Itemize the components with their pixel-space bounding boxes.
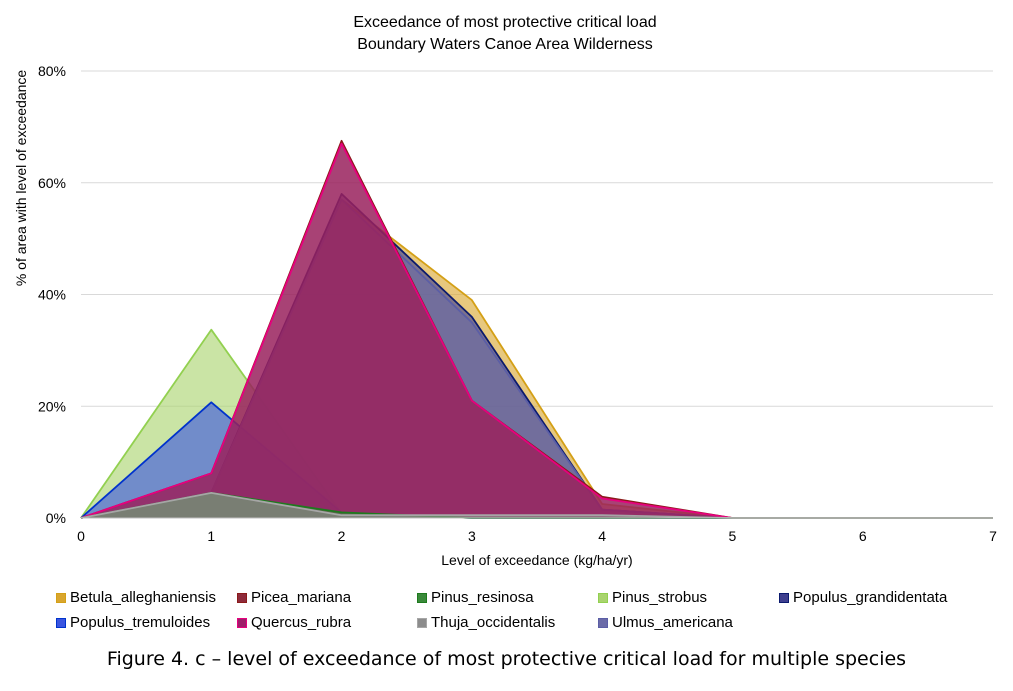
legend-label: Pinus_resinosa: [431, 589, 534, 606]
x-tick-label: 4: [598, 528, 606, 544]
legend-label: Betula_alleghaniensis: [70, 589, 216, 606]
legend-item-Populus_tremuloides: Populus_tremuloides: [56, 614, 210, 631]
legend-swatch: [237, 617, 247, 628]
legend-swatch: [417, 592, 427, 603]
y-tick-label: 60%: [38, 175, 66, 191]
x-tick-label: 0: [77, 528, 85, 544]
chart-title: Exceedance of most protective critical l…: [353, 14, 656, 31]
legend-swatch: [598, 617, 608, 628]
legend-label: Picea_mariana: [251, 589, 352, 606]
y-tick-label: 20%: [38, 398, 66, 414]
legend-label: Populus_tremuloides: [70, 614, 211, 631]
legend-swatch: [56, 617, 66, 628]
chart-subtitle: Boundary Waters Canoe Area Wilderness: [357, 36, 653, 53]
legend-item-Betula_alleghaniensis: Betula_alleghaniensis: [56, 589, 216, 606]
legend-item-Ulmus_americana: Ulmus_americana: [598, 614, 733, 631]
y-tick-label: 40%: [38, 287, 66, 303]
legend-swatch: [237, 592, 247, 603]
y-tick-label: 0%: [46, 510, 66, 526]
legend-swatch: [598, 592, 608, 603]
legend-label: Pinus_strobus: [612, 589, 708, 606]
area-Thuja_occidentalis: [81, 492, 993, 518]
x-tick-label: 6: [859, 528, 867, 544]
legend-swatch: [417, 617, 427, 628]
legend-item-Thuja_occidentalis: Thuja_occidentalis: [417, 614, 555, 631]
chart: Exceedance of most protective critical l…: [13, 14, 997, 568]
legend-label: Quercus_rubra: [251, 614, 352, 631]
legend-label: Ulmus_americana: [612, 614, 733, 631]
figure-caption: Figure 4. c – level of exceedance of mos…: [106, 648, 907, 670]
legend-item-Picea_mariana: Picea_mariana: [237, 589, 351, 606]
x-tick-label: 1: [207, 528, 215, 544]
y-axis-label: % of area with level of exceedance: [13, 70, 29, 287]
x-axis-label: Level of exceedance (kg/ha/yr): [441, 552, 632, 568]
x-tick-label: 5: [729, 528, 737, 544]
legend-item-Quercus_rubra: Quercus_rubra: [237, 614, 351, 631]
legend-item-Pinus_resinosa: Pinus_resinosa: [417, 589, 534, 606]
legend-item-Pinus_strobus: Pinus_strobus: [598, 589, 707, 606]
area-Quercus_rubra: [81, 143, 993, 518]
plot-areas: [80, 139, 993, 519]
x-tick-label: 2: [338, 528, 346, 544]
legend-swatch: [56, 592, 66, 603]
y-tick-label: 80%: [38, 63, 66, 79]
legend-swatch: [779, 592, 789, 603]
x-tick-label: 3: [468, 528, 476, 544]
x-tick-label: 7: [989, 528, 997, 544]
legend-item-Populus_grandidentata: Populus_grandidentata: [779, 589, 947, 606]
legend-label: Thuja_occidentalis: [431, 614, 556, 631]
legend-label: Populus_grandidentata: [793, 589, 948, 606]
axes: 0% 20% 40% 60% 80% 0 1 2 3 4 5 6 7: [38, 63, 997, 544]
